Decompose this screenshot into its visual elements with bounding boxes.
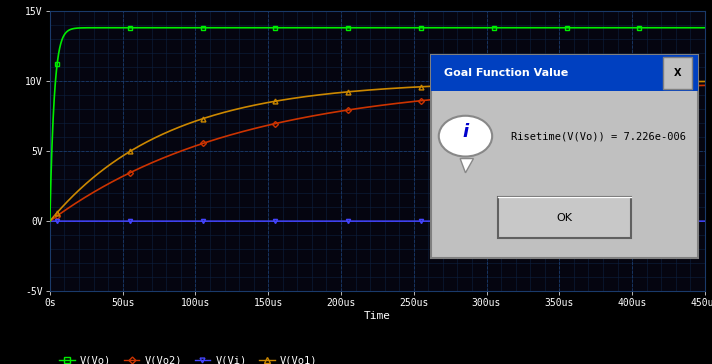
Legend: V(Vo), V(Vo2), V(Vi), V(Vo1): V(Vo), V(Vo2), V(Vi), V(Vo1) bbox=[55, 352, 322, 364]
X-axis label: Time: Time bbox=[364, 311, 391, 321]
Circle shape bbox=[439, 116, 492, 157]
Text: X: X bbox=[674, 68, 681, 78]
Text: Risetime(V(Vo)) = 7.226e-006: Risetime(V(Vo)) = 7.226e-006 bbox=[511, 131, 686, 141]
Text: Goal Function Value: Goal Function Value bbox=[444, 68, 568, 78]
FancyBboxPatch shape bbox=[498, 197, 631, 238]
Text: i: i bbox=[462, 123, 468, 141]
FancyBboxPatch shape bbox=[431, 55, 698, 258]
Text: OK: OK bbox=[556, 213, 572, 223]
Polygon shape bbox=[460, 159, 473, 173]
FancyBboxPatch shape bbox=[431, 55, 698, 91]
FancyBboxPatch shape bbox=[663, 57, 692, 89]
